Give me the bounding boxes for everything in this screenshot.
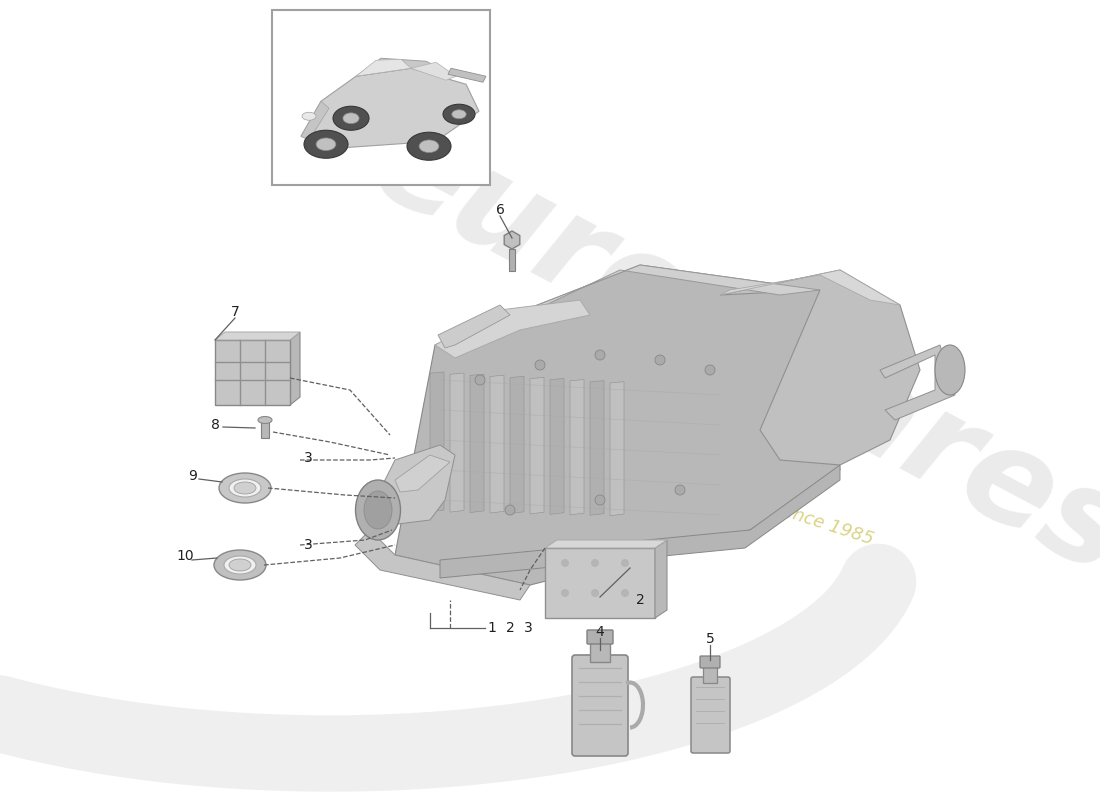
Polygon shape (880, 345, 955, 420)
Polygon shape (470, 374, 484, 513)
FancyBboxPatch shape (544, 548, 654, 618)
Polygon shape (395, 455, 450, 492)
Polygon shape (301, 102, 329, 140)
Text: 3: 3 (304, 538, 312, 552)
Polygon shape (510, 376, 524, 514)
Polygon shape (654, 540, 667, 618)
Text: 6: 6 (496, 203, 505, 217)
Polygon shape (430, 372, 444, 512)
Polygon shape (570, 379, 584, 515)
Text: 2: 2 (636, 593, 645, 607)
Polygon shape (450, 373, 464, 512)
Text: a passion for excellence since 1985: a passion for excellence since 1985 (564, 432, 876, 548)
Ellipse shape (316, 138, 336, 150)
Bar (703, 665, 717, 683)
Circle shape (595, 495, 605, 505)
Polygon shape (448, 68, 486, 82)
Ellipse shape (229, 479, 261, 497)
Bar (509, 249, 515, 271)
Ellipse shape (355, 480, 400, 540)
Polygon shape (440, 465, 840, 578)
Bar (590, 640, 610, 662)
Polygon shape (375, 445, 455, 525)
Polygon shape (720, 270, 900, 305)
Polygon shape (214, 332, 300, 340)
Text: 9: 9 (188, 469, 197, 483)
Text: 5: 5 (705, 632, 714, 646)
Polygon shape (720, 270, 920, 465)
Polygon shape (356, 59, 411, 76)
Polygon shape (550, 378, 564, 514)
FancyBboxPatch shape (691, 677, 730, 753)
Polygon shape (434, 265, 820, 350)
Circle shape (621, 559, 629, 567)
Polygon shape (544, 540, 667, 548)
Polygon shape (411, 62, 456, 80)
FancyBboxPatch shape (214, 340, 290, 405)
Polygon shape (504, 231, 520, 249)
Circle shape (675, 485, 685, 495)
Text: 10: 10 (176, 549, 194, 563)
FancyBboxPatch shape (700, 656, 720, 668)
Circle shape (705, 365, 715, 375)
Text: 1: 1 (487, 621, 496, 635)
Circle shape (621, 589, 629, 597)
FancyBboxPatch shape (587, 630, 613, 644)
Ellipse shape (443, 104, 475, 124)
Text: 3: 3 (524, 621, 532, 635)
Ellipse shape (219, 473, 271, 503)
Ellipse shape (302, 112, 316, 120)
Ellipse shape (224, 556, 256, 574)
Circle shape (654, 355, 666, 365)
Circle shape (561, 559, 569, 567)
Polygon shape (355, 530, 530, 600)
Circle shape (595, 350, 605, 360)
Circle shape (561, 589, 569, 597)
Ellipse shape (304, 130, 348, 158)
Text: 4: 4 (595, 625, 604, 639)
Polygon shape (438, 305, 510, 348)
Text: 2: 2 (506, 621, 515, 635)
Ellipse shape (364, 491, 392, 529)
Ellipse shape (229, 559, 251, 571)
Ellipse shape (343, 113, 359, 124)
Text: eurospares: eurospares (352, 98, 1100, 602)
Text: 3: 3 (304, 451, 312, 465)
Polygon shape (290, 332, 300, 405)
Polygon shape (530, 378, 544, 514)
FancyBboxPatch shape (572, 655, 628, 756)
Ellipse shape (333, 106, 369, 130)
Polygon shape (490, 375, 504, 513)
Polygon shape (610, 382, 624, 516)
Polygon shape (301, 68, 478, 148)
Ellipse shape (234, 482, 256, 494)
Bar (261, 420, 270, 438)
Ellipse shape (214, 550, 266, 580)
Circle shape (535, 360, 544, 370)
Circle shape (591, 589, 600, 597)
Circle shape (475, 375, 485, 385)
Ellipse shape (935, 345, 965, 395)
Bar (272, 10, 490, 185)
Ellipse shape (419, 140, 439, 153)
Polygon shape (434, 300, 590, 358)
Circle shape (505, 505, 515, 515)
Polygon shape (590, 381, 604, 515)
Ellipse shape (407, 132, 451, 160)
Polygon shape (356, 58, 456, 76)
Ellipse shape (258, 417, 272, 423)
Text: 8: 8 (210, 418, 219, 432)
Polygon shape (395, 265, 840, 585)
Text: 7: 7 (231, 305, 240, 319)
Ellipse shape (452, 110, 466, 118)
Circle shape (591, 559, 600, 567)
